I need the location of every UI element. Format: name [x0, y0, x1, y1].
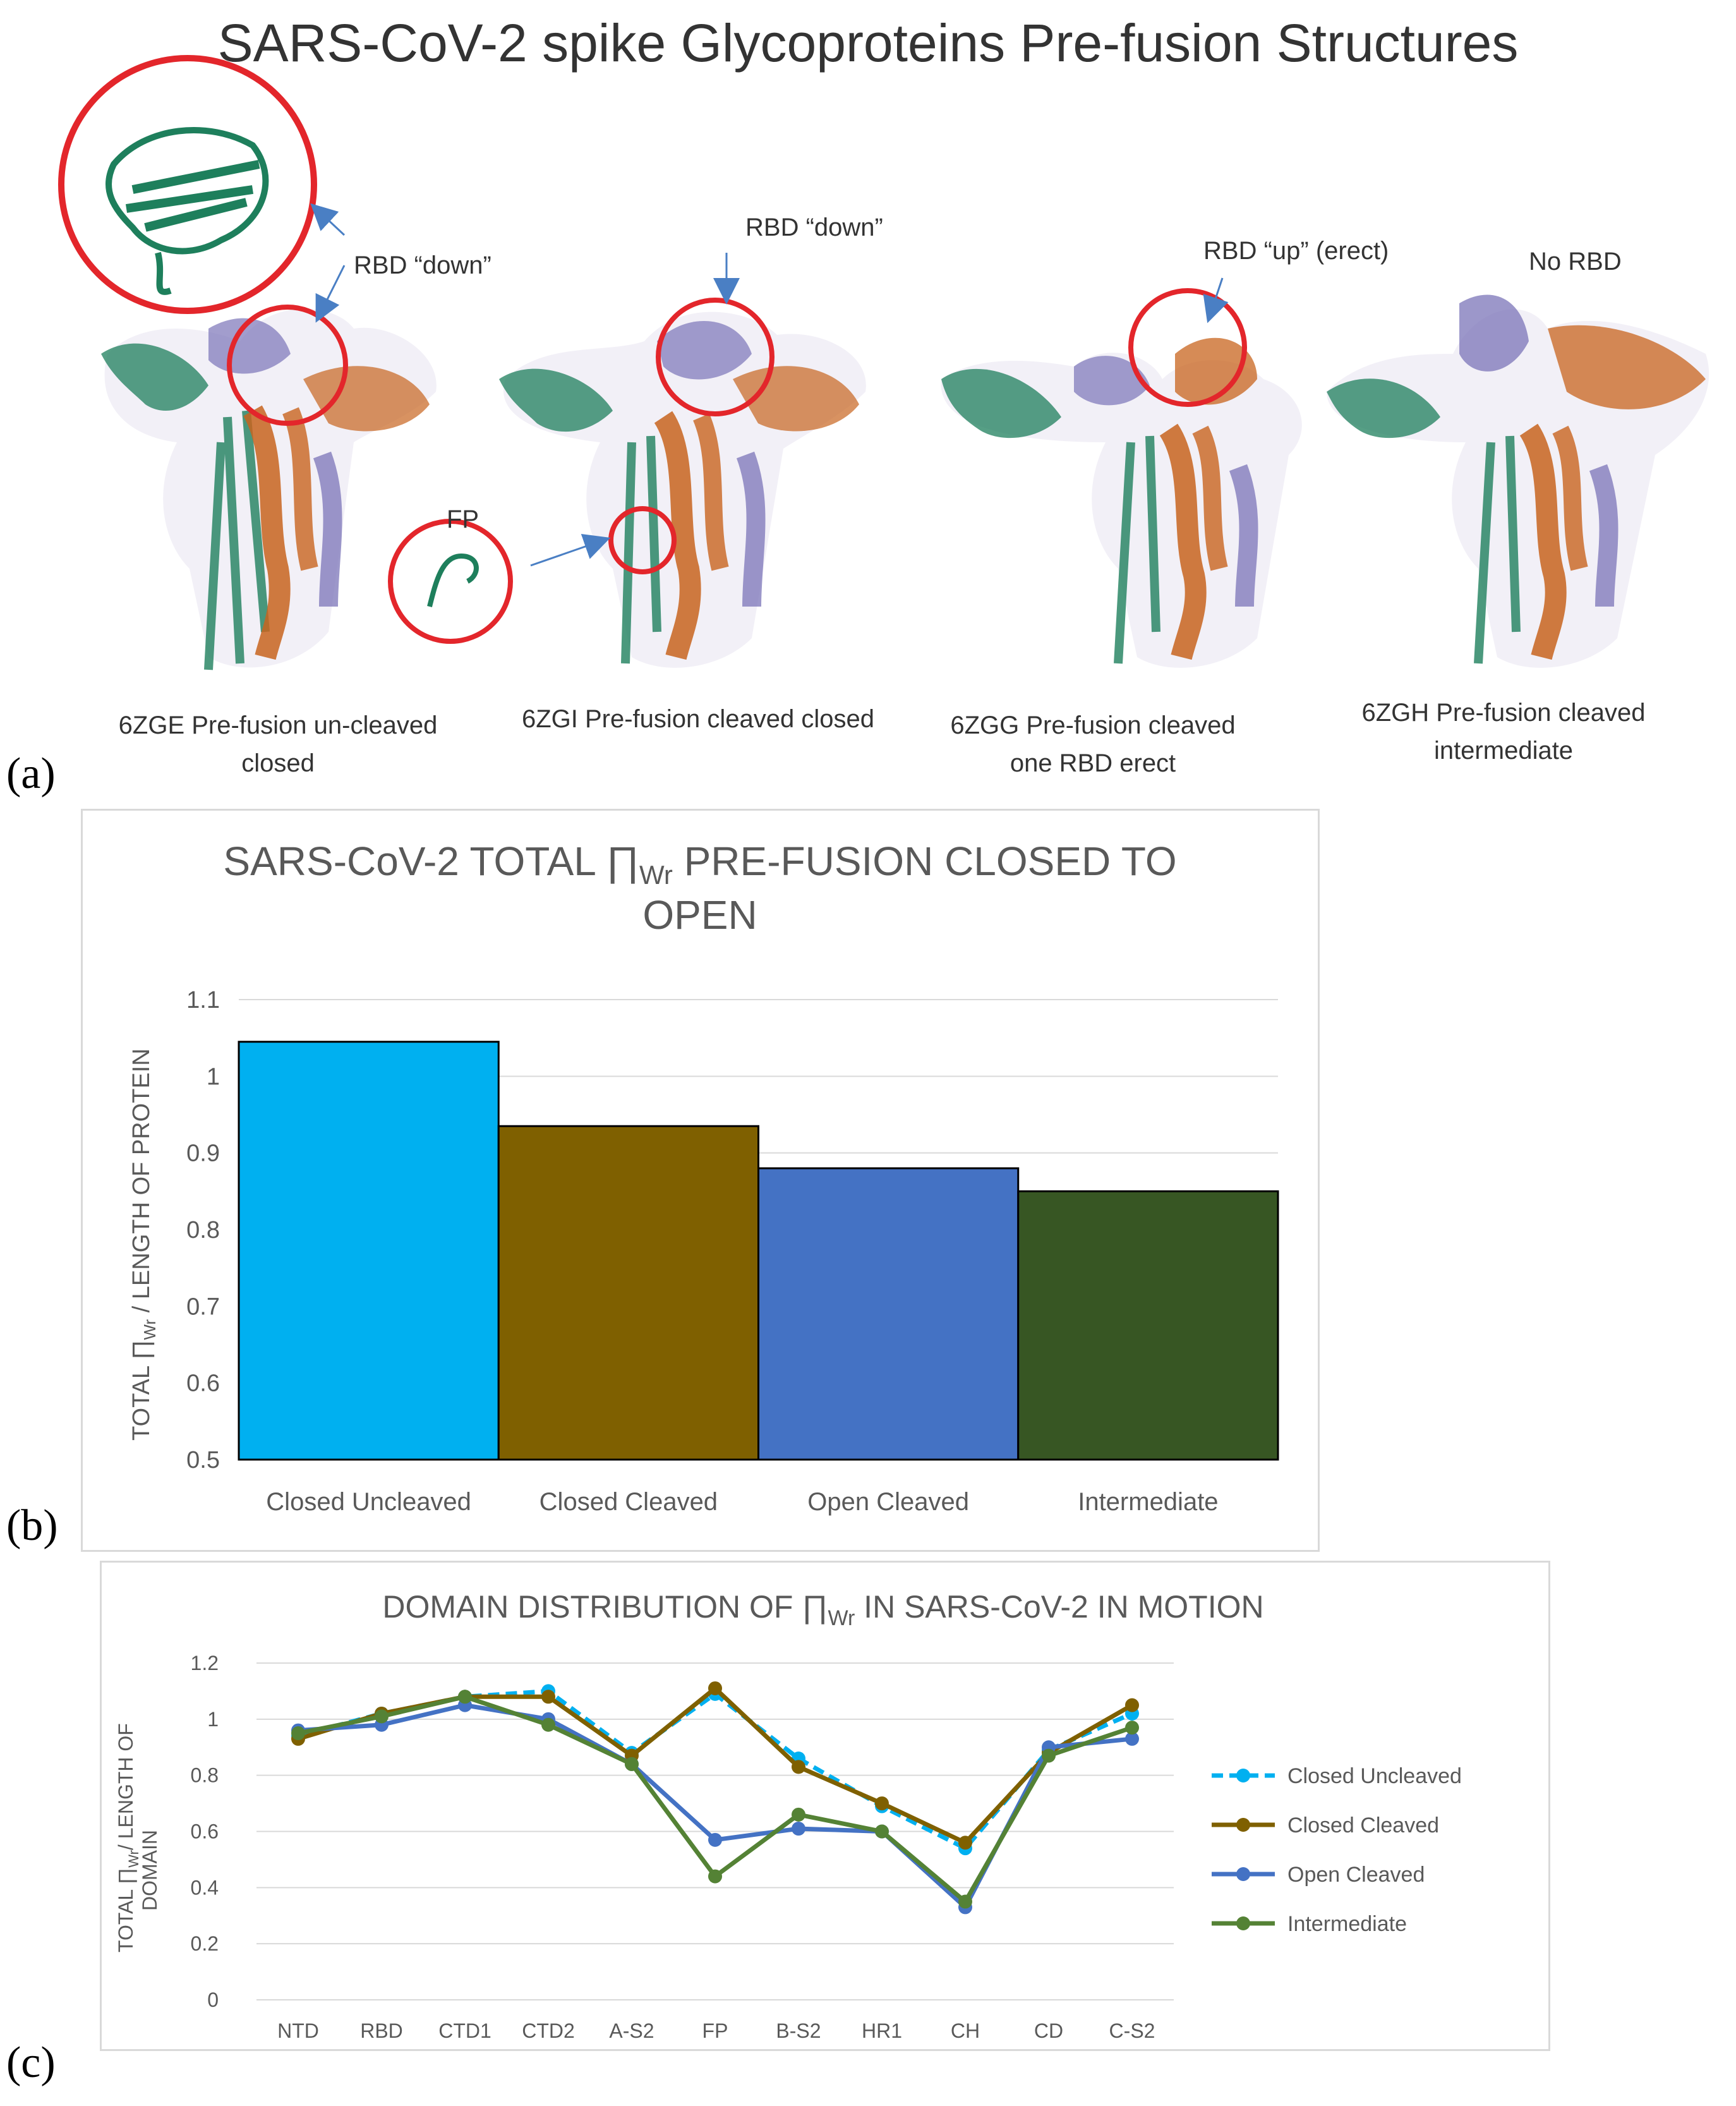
- data-point-closed-cleaved: [708, 1681, 722, 1695]
- fp-highlight-circle: [608, 506, 677, 574]
- protein-structure-6zgg: [941, 337, 1302, 668]
- legend-marker-closed-uncleaved: [1236, 1769, 1250, 1782]
- rbd-highlight-circle: [227, 305, 348, 426]
- bar-y-tick-label: 0.9: [186, 1141, 220, 1167]
- no-rbd-label: No RBD: [1529, 248, 1622, 275]
- data-point-open-cleaved: [708, 1832, 722, 1847]
- line-y-tick-label: 0: [207, 1988, 219, 2011]
- data-point-closed-cleaved: [1125, 1698, 1139, 1712]
- panel-a-title: SARS-CoV-2 spike Glycoproteins Pre-fusio…: [217, 13, 1519, 73]
- data-point-closed-cleaved: [958, 1836, 972, 1850]
- line-x-tick-label: B-S2: [776, 2019, 821, 2042]
- data-point-open-cleaved: [1125, 1731, 1139, 1746]
- rbd-down-label-2: RBD “down”: [745, 214, 883, 241]
- data-point-intermediate: [458, 1690, 472, 1704]
- bar-y-tick-label: 0.7: [186, 1293, 220, 1320]
- line-y-tick-label: 0.8: [191, 1764, 219, 1787]
- data-point-intermediate: [1125, 1721, 1139, 1735]
- legend-label-closed-cleaved: Closed Cleaved: [1287, 1813, 1439, 1837]
- bar-closed-cleaved: [497, 1125, 759, 1461]
- line-x-tick-label: A-S2: [609, 2019, 654, 2042]
- bar-chart-title-line1: SARS-CoV-2 TOTAL ∏Wr PRE-FUSION CLOSED T…: [223, 838, 1176, 890]
- line-x-tick-label: CTD2: [522, 2019, 575, 2042]
- line-x-tick-label: C-S2: [1109, 2019, 1155, 2042]
- series-line-closed-cleaved: [297, 1686, 1133, 1845]
- bar-x-tick-label: Open Cleaved: [807, 1488, 969, 1516]
- bar-chart-title-line2: OPEN: [642, 892, 757, 938]
- bar-y-tick-label: 0.8: [186, 1217, 220, 1244]
- panel-letter-b: (b): [6, 1501, 58, 1550]
- rbd-zoom-structure: [105, 127, 269, 295]
- bar-chart: SARS-CoV-2 TOTAL ∏Wr PRE-FUSION CLOSED T…: [128, 838, 1279, 1516]
- legend-label-closed-uncleaved: Closed Uncleaved: [1287, 1764, 1462, 1788]
- line-y-tick-label: 0.6: [191, 1820, 219, 1843]
- line-chart: DOMAIN DISTRIBUTION OF ∏Wr IN SARS-CoV-2…: [114, 1589, 1462, 2042]
- data-point-intermediate: [708, 1869, 722, 1884]
- data-point-intermediate: [792, 1807, 805, 1822]
- data-point-intermediate: [1042, 1748, 1056, 1763]
- data-point-intermediate: [958, 1894, 972, 1909]
- bar-x-tick-label: Intermediate: [1078, 1488, 1218, 1516]
- line-x-tick-label: FP: [702, 2019, 728, 2042]
- legend-label-intermediate: Intermediate: [1287, 1912, 1407, 1936]
- line-chart-frame: [100, 1561, 1550, 2051]
- data-point-open-cleaved: [792, 1822, 805, 1836]
- line-x-tick-label: CD: [1034, 2019, 1063, 2042]
- bar-intermediate: [1017, 1190, 1279, 1461]
- line-x-tick-label: RBD: [360, 2019, 403, 2042]
- line-x-tick-label: HR1: [862, 2019, 902, 2042]
- data-point-closed-cleaved: [875, 1796, 889, 1811]
- bar-chart-y-axis-label: TOTAL ∏Wr / LENGTH OF PROTEIN: [128, 1048, 159, 1441]
- legend-marker-closed-cleaved: [1236, 1818, 1250, 1832]
- data-point-intermediate: [541, 1717, 555, 1732]
- bar-x-tick-label: Closed Cleaved: [539, 1488, 718, 1516]
- line-chart-title: DOMAIN DISTRIBUTION OF ∏Wr IN SARS-CoV-2…: [382, 1589, 1263, 1630]
- fp-zoom-structure: [427, 553, 479, 607]
- line-y-tick-label: 1: [207, 1708, 219, 1731]
- rbd-zoom-circle: [58, 55, 317, 314]
- data-point-intermediate: [291, 1726, 305, 1741]
- data-point-closed-cleaved: [792, 1760, 805, 1774]
- data-point-intermediate: [375, 1709, 389, 1724]
- line-chart-y-axis-label-1: TOTAL ∏Wr/ LENGTH OF: [114, 1723, 142, 1952]
- line-chart-y-axis-label-2: DOMAIN: [138, 1830, 161, 1911]
- line-y-tick-label: 1.2: [191, 1652, 219, 1674]
- structure-figure: [58, 55, 1709, 670]
- line-y-tick-label: 0.4: [191, 1876, 219, 1899]
- rbd-up-label: RBD “up” (erect): [1203, 237, 1389, 265]
- bar-y-tick-label: 1: [207, 1063, 220, 1090]
- protein-structure-6zgh: [1327, 294, 1709, 668]
- data-point-intermediate: [875, 1824, 889, 1839]
- rbd-up-highlight-circle: [1128, 288, 1247, 407]
- structure-caption-6zgi: 6ZGI Pre-fusion cleaved closed: [521, 705, 875, 733]
- bar-y-tick-label: 0.5: [186, 1447, 220, 1474]
- bar-x-tick-label: Closed Uncleaved: [266, 1488, 471, 1516]
- rbd-down-label-1: RBD “down”: [354, 251, 491, 279]
- structure-caption-6zgg: 6ZGG Pre-fusion cleaved one RBD erect: [950, 711, 1236, 777]
- data-point-intermediate: [625, 1757, 639, 1771]
- legend-label-open-cleaved: Open Cleaved: [1287, 1863, 1425, 1887]
- panel-letter-a: (a): [6, 749, 56, 798]
- structure-caption-6zgh: 6ZGH Pre-fusion cleaved intermediate: [1361, 699, 1646, 765]
- protein-structure-6zgi: [499, 312, 866, 668]
- line-y-tick-label: 0.2: [191, 1932, 219, 1955]
- protein-structure-6zge: [101, 308, 437, 670]
- line-x-tick-label: CH: [951, 2019, 980, 2042]
- fp-zoom-circle: [388, 519, 513, 644]
- legend-marker-intermediate: [1236, 1916, 1250, 1930]
- line-x-tick-label: CTD1: [438, 2019, 491, 2042]
- bar-open-cleaved: [757, 1167, 1020, 1461]
- panel-letter-c: (c): [6, 2038, 56, 2087]
- fp-label: FP: [447, 505, 479, 533]
- legend-marker-open-cleaved: [1236, 1867, 1250, 1881]
- structure-caption-6zge: 6ZGE Pre-fusion un-cleaved closed: [118, 711, 438, 777]
- bar-y-tick-label: 0.6: [186, 1371, 220, 1397]
- bar-closed-uncleaved: [238, 1041, 500, 1461]
- line-x-tick-label: NTD: [277, 2019, 319, 2042]
- data-point-closed-cleaved: [541, 1690, 555, 1704]
- bar-y-tick-label: 1.1: [186, 987, 220, 1014]
